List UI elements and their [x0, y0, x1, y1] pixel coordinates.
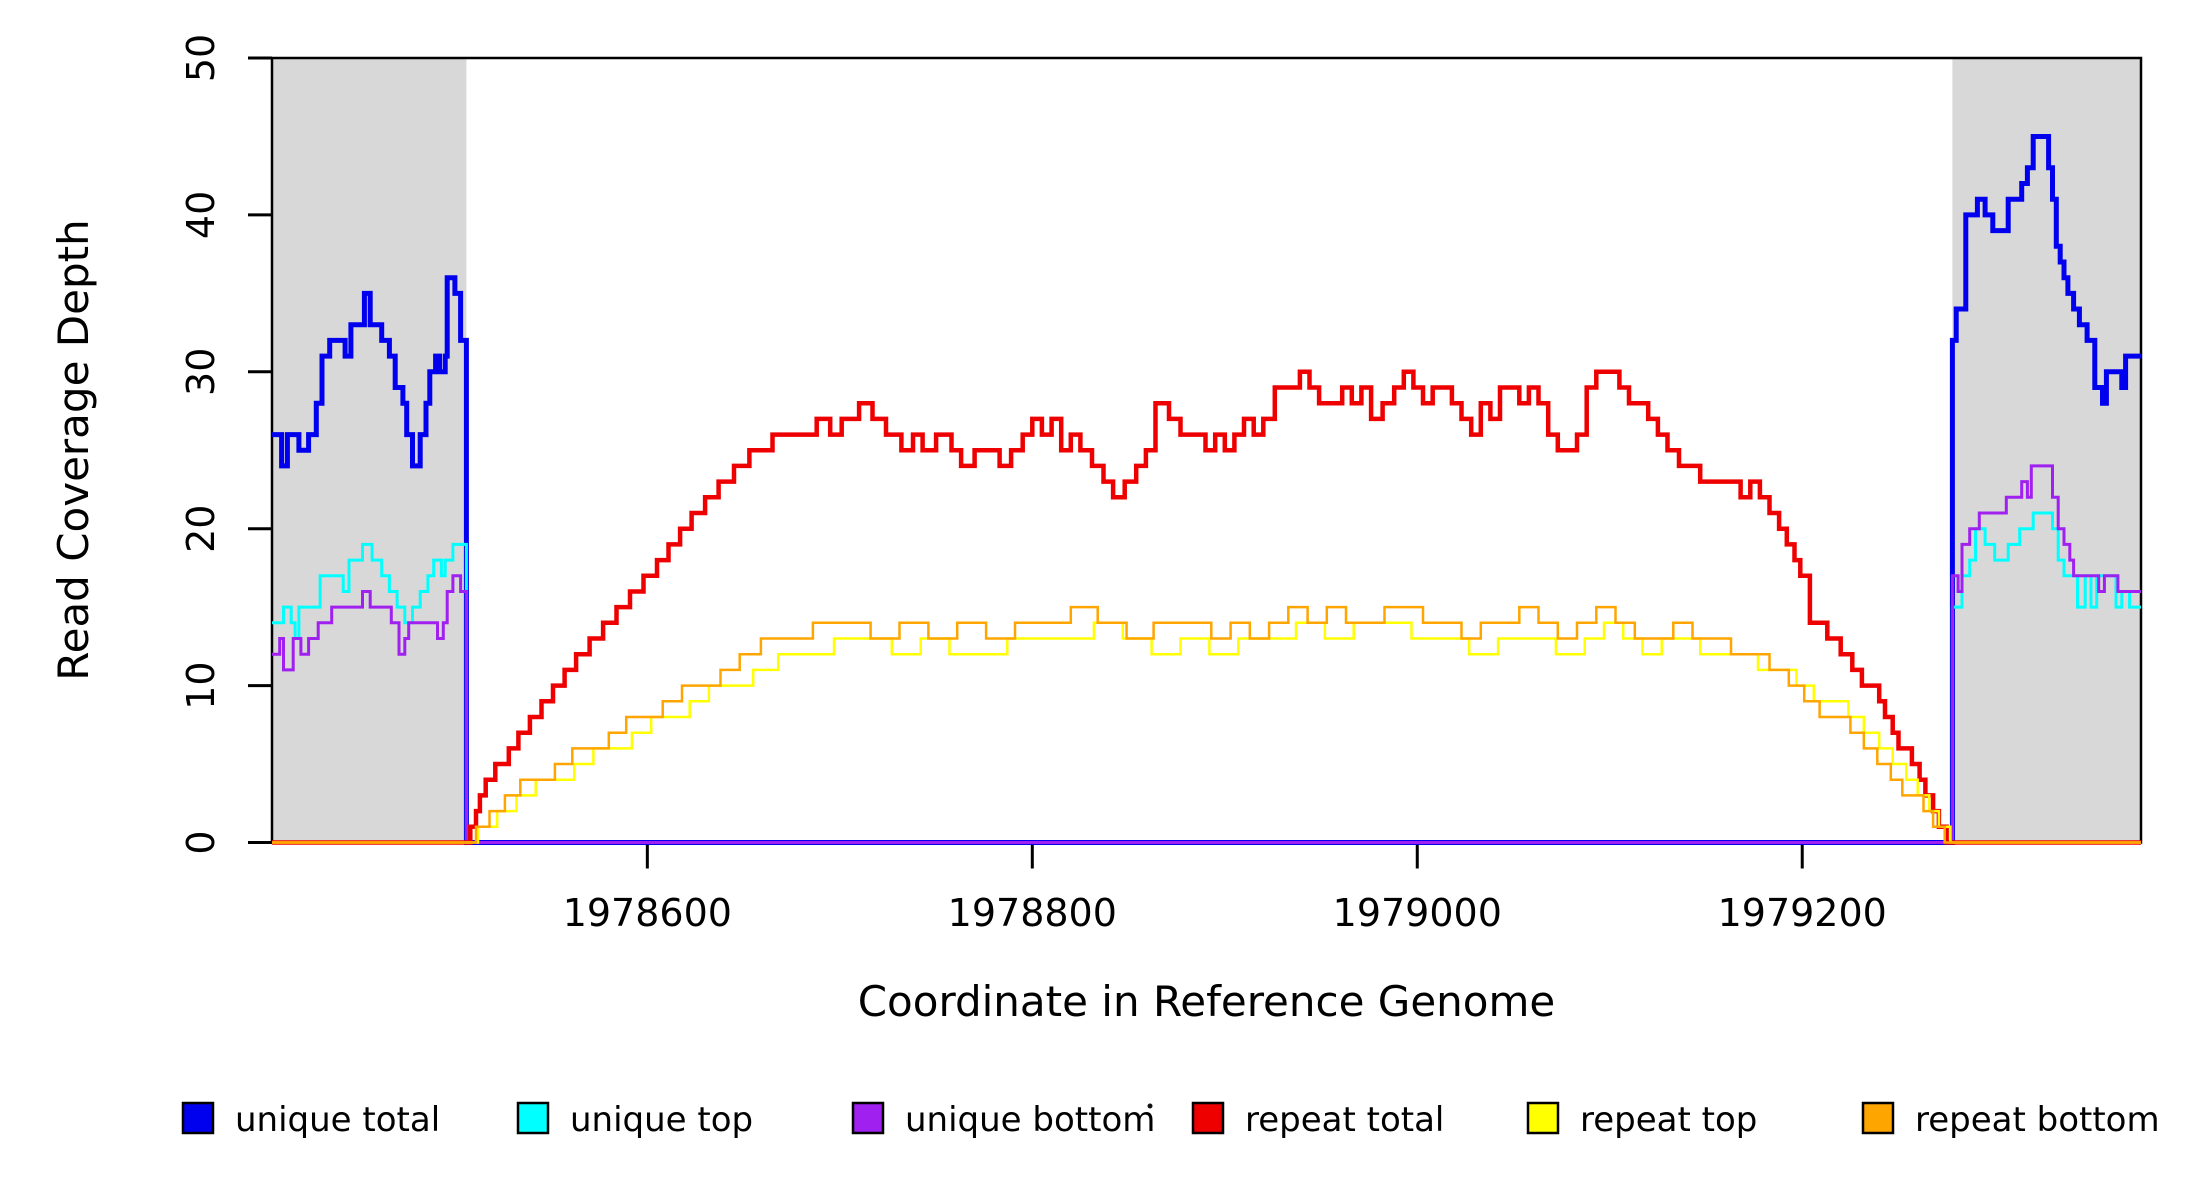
y-axis-title: Read Coverage Depth: [49, 219, 98, 680]
series-unique-top: [272, 511, 2141, 844]
x-axis-title: Coordinate in Reference Genome: [858, 977, 1556, 1026]
x-tick-label: 1978800: [948, 891, 1117, 935]
legend-label-repeat-total: repeat total: [1245, 1100, 1444, 1140]
legend-label-unique-total: unique total: [235, 1100, 440, 1140]
y-tick-label: 50: [179, 34, 223, 82]
x-tick-label: 1978600: [563, 891, 732, 935]
y-tick-label: 40: [179, 191, 223, 239]
stray-dot-artifact: [1147, 1103, 1153, 1109]
series-unique-bottom: [272, 464, 2141, 844]
legend-swatch-repeat-total: [1191, 1101, 1225, 1135]
legend-label-repeat-top: repeat top: [1580, 1100, 1757, 1140]
legend-swatch-repeat-top: [1526, 1101, 1560, 1135]
y-tick-label: 30: [179, 348, 223, 396]
legend-swatch-unique-top: [516, 1101, 550, 1135]
legend-swatch-repeat-bottom: [1861, 1101, 1895, 1135]
legend-label-repeat-bottom: repeat bottom: [1915, 1100, 2160, 1140]
x-tick-label: 1979000: [1333, 891, 1502, 935]
legend-swatch-unique-bottom: [851, 1101, 885, 1135]
series-repeat-bottom: [272, 605, 2141, 844]
y-tick-label: 20: [179, 505, 223, 553]
series-unique-total: [272, 134, 2141, 845]
series-repeat-total: [272, 369, 2141, 845]
y-tick-label: 0: [179, 830, 223, 854]
legend-swatch-unique-total: [181, 1101, 215, 1135]
legend-label-unique-bottom: unique bottom: [905, 1100, 1155, 1140]
x-tick-label: 1979200: [1718, 891, 1887, 935]
shaded-region-right-flank: [1952, 58, 2141, 843]
y-tick-label: 10: [179, 661, 223, 709]
legend-label-unique-top: unique top: [570, 1100, 753, 1140]
